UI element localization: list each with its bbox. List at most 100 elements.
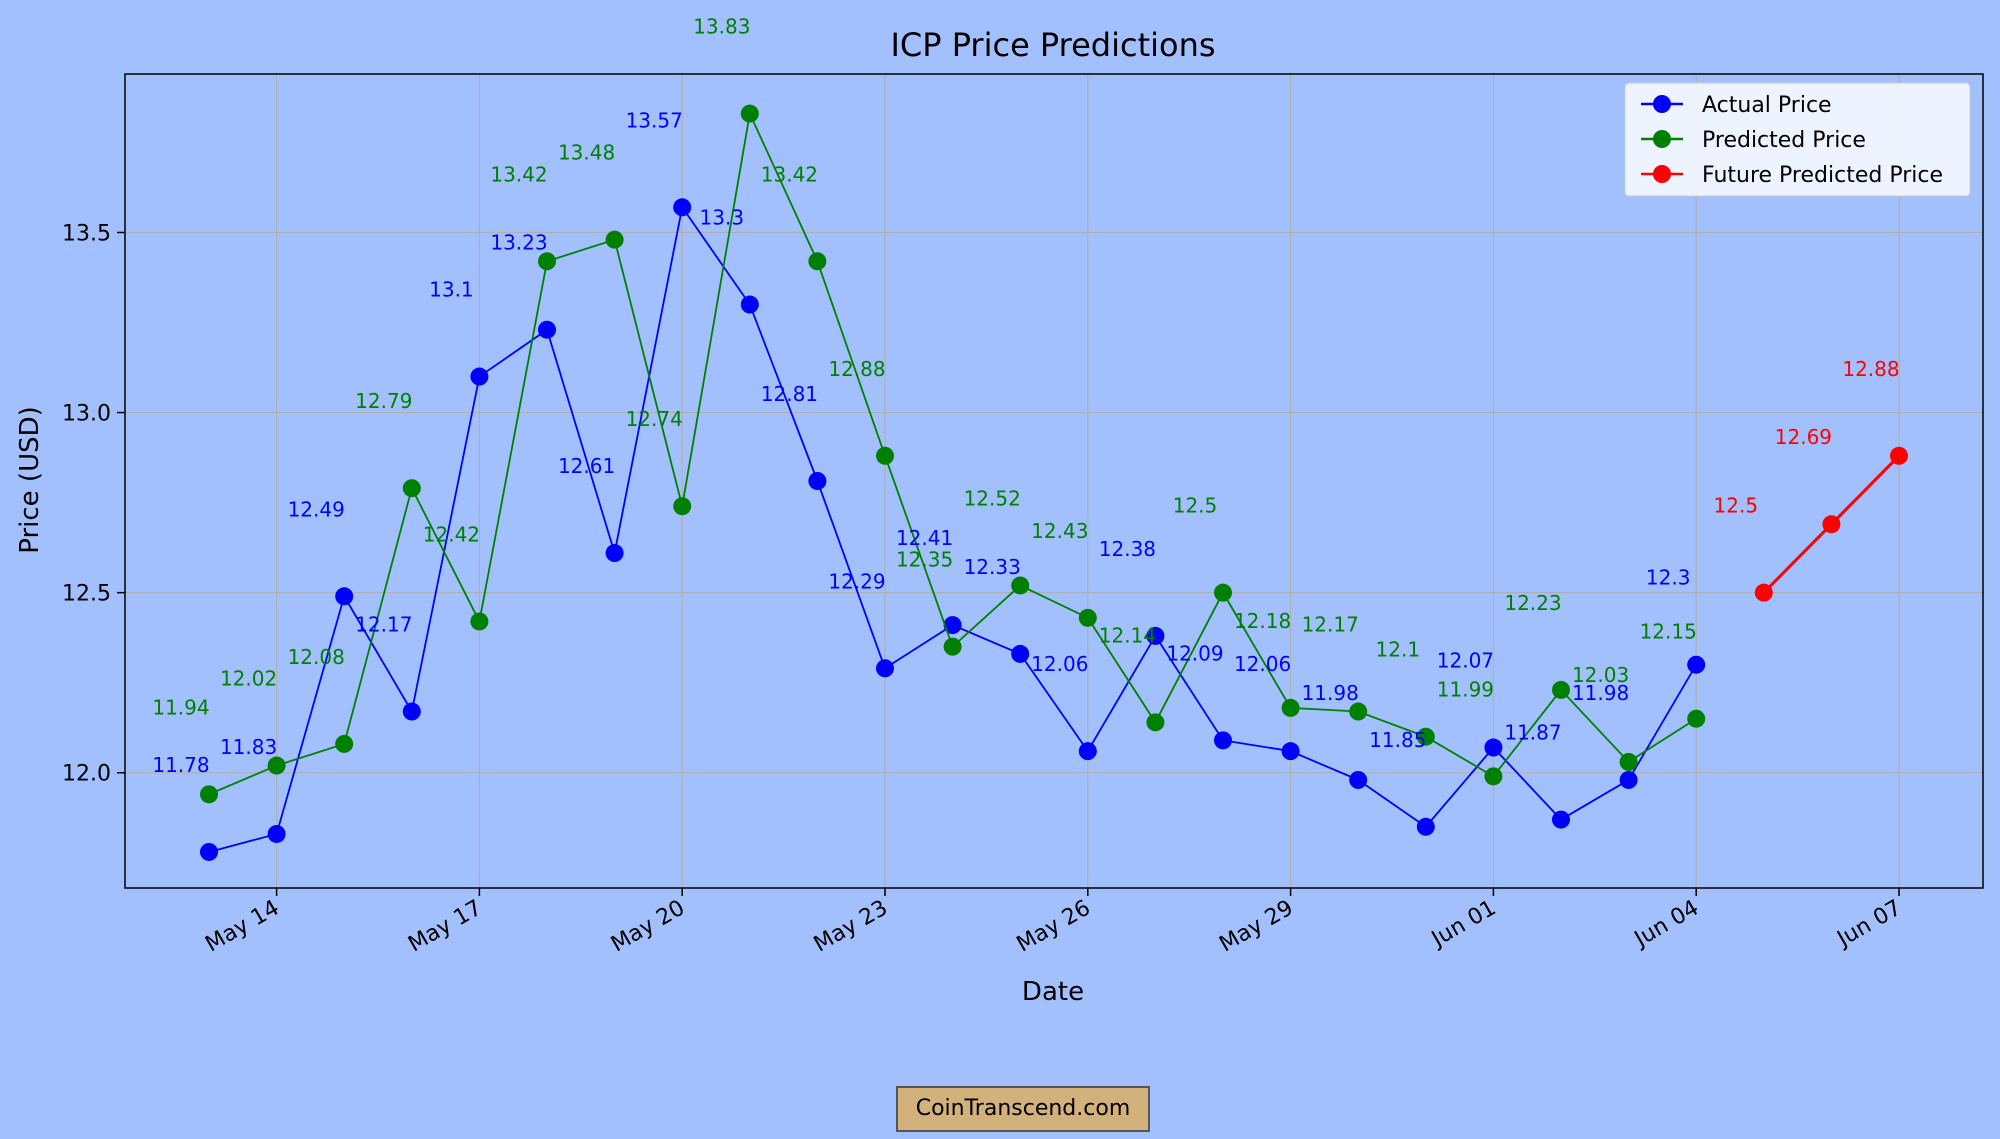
data-point bbox=[538, 320, 556, 339]
data-label: 12.33 bbox=[964, 555, 1021, 579]
data-point bbox=[200, 842, 218, 861]
data-point bbox=[1484, 738, 1503, 757]
data-label: 12.69 bbox=[1775, 425, 1832, 449]
data-label: 12.15 bbox=[1640, 620, 1697, 644]
y-tick-label: 12.0 bbox=[62, 762, 111, 787]
data-label: 12.1 bbox=[1376, 638, 1421, 662]
data-point bbox=[335, 587, 354, 606]
x-tick-label: Jun 04 bbox=[1629, 896, 1703, 953]
data-point bbox=[1416, 727, 1435, 746]
x-tick-label: May 23 bbox=[810, 896, 892, 958]
x-tick-label: May 26 bbox=[1013, 896, 1095, 958]
x-tick-label: May 29 bbox=[1215, 896, 1297, 958]
x-tick-label: May 14 bbox=[201, 896, 283, 958]
data-label: 11.78 bbox=[152, 753, 209, 777]
data-label: 12.5 bbox=[1714, 494, 1759, 518]
data-point bbox=[605, 230, 624, 249]
data-label: 12.06 bbox=[1234, 652, 1291, 676]
data-label: 12.02 bbox=[220, 667, 277, 691]
data-label: 12.38 bbox=[1099, 537, 1156, 561]
y-tick-label: 13.5 bbox=[62, 221, 111, 246]
data-point bbox=[470, 612, 489, 631]
legend-label: Actual Price bbox=[1702, 93, 1832, 118]
data-label: 12.35 bbox=[896, 548, 953, 572]
data-label: 12.29 bbox=[828, 569, 885, 593]
data-label: 12.88 bbox=[1842, 357, 1899, 381]
data-point bbox=[876, 659, 894, 678]
x-tick-label: May 17 bbox=[404, 896, 486, 958]
x-axis-label: Date bbox=[1022, 977, 1084, 1007]
data-point bbox=[673, 198, 692, 217]
data-label: 12.49 bbox=[288, 497, 345, 521]
legend-label: Predicted Price bbox=[1702, 128, 1866, 153]
x-tick-label: Jun 07 bbox=[1832, 896, 1906, 953]
data-label: 12.88 bbox=[828, 357, 885, 381]
data-point bbox=[740, 104, 759, 123]
data-point bbox=[200, 785, 218, 804]
data-point bbox=[1349, 770, 1368, 789]
data-point bbox=[267, 756, 286, 775]
legend: Actual Price Predicted Price Future Predic… bbox=[1624, 82, 1971, 197]
data-label: 13.48 bbox=[558, 141, 615, 165]
data-label: 13.3 bbox=[700, 206, 745, 230]
data-point bbox=[1687, 709, 1706, 728]
y-tick-label: 12.5 bbox=[62, 582, 111, 607]
data-label: 12.17 bbox=[1302, 613, 1359, 637]
legend-marker bbox=[1653, 130, 1671, 148]
data-label: 12.3 bbox=[1646, 566, 1691, 590]
data-label: 11.99 bbox=[1437, 677, 1494, 701]
legend-marker bbox=[1653, 95, 1671, 113]
data-point bbox=[1146, 713, 1165, 732]
data-label: 12.18 bbox=[1234, 609, 1291, 633]
data-label: 13.1 bbox=[429, 278, 474, 302]
series-layer bbox=[200, 104, 1908, 861]
data-label: 11.98 bbox=[1572, 681, 1629, 705]
data-point bbox=[943, 616, 962, 635]
x-tick-label: Jun 01 bbox=[1426, 896, 1500, 953]
data-point bbox=[335, 734, 354, 753]
data-point bbox=[538, 252, 556, 271]
data-label: 12.42 bbox=[423, 522, 480, 546]
data-point bbox=[876, 446, 894, 465]
data-label: 11.83 bbox=[220, 735, 277, 759]
data-label: 12.74 bbox=[626, 407, 683, 431]
data-point bbox=[1890, 446, 1908, 465]
data-label: 12.09 bbox=[1166, 641, 1223, 665]
data-point bbox=[673, 497, 692, 516]
watermark: CoinTranscend.com bbox=[896, 1086, 1150, 1132]
data-label: 13.57 bbox=[626, 108, 683, 132]
data-point bbox=[1281, 742, 1300, 761]
data-label: 12.5 bbox=[1173, 494, 1218, 518]
data-label: 13.42 bbox=[490, 162, 547, 186]
data-point bbox=[943, 637, 962, 656]
data-point bbox=[1214, 583, 1232, 602]
grid bbox=[125, 74, 1983, 888]
data-point bbox=[1214, 731, 1232, 750]
data-label: 12.52 bbox=[964, 486, 1021, 510]
data-point bbox=[1011, 644, 1030, 663]
data-point bbox=[1011, 576, 1030, 595]
data-point bbox=[1619, 770, 1638, 789]
data-label: 12.08 bbox=[288, 645, 345, 669]
data-point bbox=[1552, 810, 1570, 829]
data-label: 13.23 bbox=[490, 231, 547, 255]
data-point bbox=[1281, 698, 1300, 717]
y-axis-label: Price (USD) bbox=[15, 406, 45, 554]
data-label: 11.85 bbox=[1369, 728, 1426, 752]
data-label: 13.42 bbox=[761, 162, 818, 186]
data-label: 12.81 bbox=[761, 382, 818, 406]
data-point bbox=[808, 252, 827, 271]
data-label: 12.07 bbox=[1437, 649, 1494, 673]
data-point bbox=[1687, 655, 1706, 674]
data-point bbox=[1146, 626, 1165, 645]
data-point bbox=[267, 824, 286, 843]
chart-title: ICP Price Predictions bbox=[890, 26, 1215, 64]
data-point bbox=[1416, 817, 1435, 836]
data-point bbox=[1484, 767, 1503, 786]
data-label: 11.87 bbox=[1504, 721, 1561, 745]
data-labels: 11.78 11.83 12.49 12.17 13.1 13.23 12.61 13.57 1… bbox=[152, 15, 1899, 777]
data-point bbox=[605, 544, 624, 563]
data-point bbox=[402, 479, 421, 498]
data-label: 11.94 bbox=[152, 695, 209, 719]
